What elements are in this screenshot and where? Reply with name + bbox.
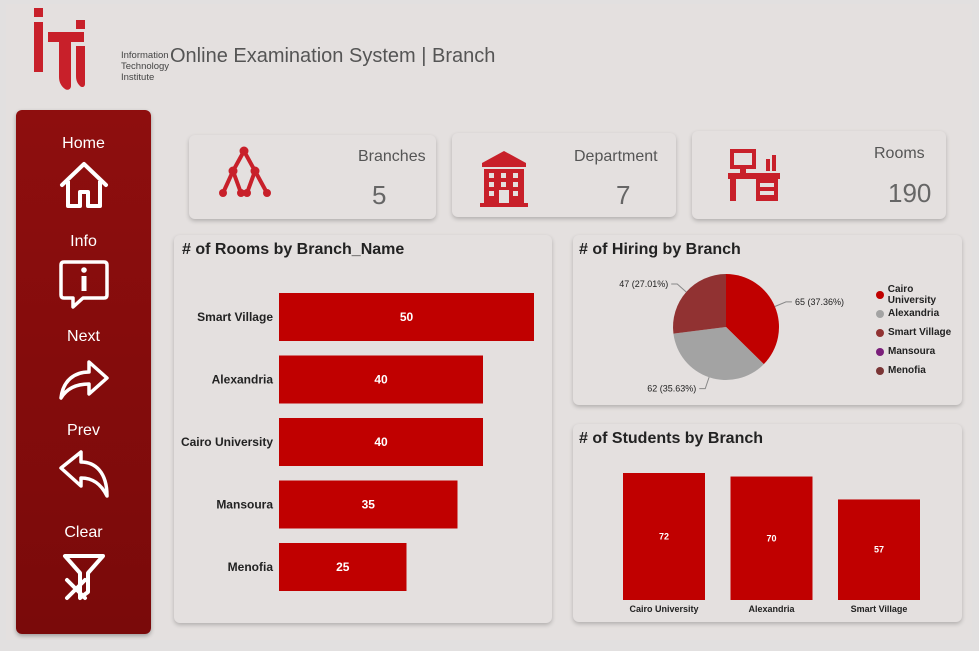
nav-info-label: Info [70, 233, 97, 250]
students-category-label: Cairo University [629, 604, 698, 614]
nav-home-button[interactable]: Home [16, 135, 151, 213]
hiring-pie-slice[interactable] [673, 327, 764, 380]
students-bar[interactable] [623, 473, 705, 600]
hiring-legend: Cairo University Alexandria Smart Villag… [876, 283, 962, 380]
legend-dot [876, 366, 884, 375]
students-chart-title: # of Students by Branch [579, 430, 764, 447]
logo-org-name: Information Technology Institute [121, 50, 169, 83]
logo-line-3: Institute [121, 72, 155, 83]
nav-prev-button[interactable]: Prev [16, 422, 151, 500]
nav-clear-button[interactable]: Clear [16, 524, 151, 602]
hiring-leader-line [671, 283, 687, 293]
nav-clear-label: Clear [64, 524, 103, 541]
students-by-branch-panel: # of Students by Branch 72 Cairo Universi… [573, 424, 962, 622]
desk-icon [728, 149, 780, 201]
hiring-leader-line [774, 301, 792, 307]
iti-logo-mark [34, 8, 85, 90]
rooms-bar[interactable] [279, 543, 407, 591]
nav-info-button[interactable]: Info [16, 233, 151, 311]
rooms-category-label: Menofia [228, 560, 274, 574]
legend-label: Alexandria [888, 308, 940, 319]
rooms-category-label: Mansoura [216, 498, 273, 512]
rooms-value-label: 35 [362, 498, 376, 512]
legend-label: Mansoura [888, 346, 936, 357]
hiring-slice-label: 65 (37.36%) [795, 297, 844, 307]
kpi-department-label: Department [574, 148, 658, 165]
nav-next-button[interactable]: Next [16, 328, 151, 406]
hiring-pie-chart: 65 (37.36%) 62 (35.63%) 47 (27.01%) [619, 274, 844, 394]
students-category-label: Smart Village [851, 604, 908, 614]
rooms-chart-title: # of Rooms by Branch_Name [182, 241, 405, 258]
nav-home-label: Home [62, 135, 105, 152]
students-bar[interactable] [730, 476, 813, 600]
kpi-card-branches[interactable]: Branches 5 [189, 135, 436, 219]
prev-arrow-icon [58, 450, 109, 498]
students-value-label: 70 [766, 533, 776, 543]
legend-dot [876, 347, 884, 356]
students-category-label: Alexandria [748, 604, 795, 614]
hiring-leader-line [699, 377, 710, 390]
legend-label: Smart Village [888, 327, 952, 338]
legend-label: Menofia [888, 365, 926, 376]
kpi-branches-label: Branches [358, 148, 426, 165]
rooms-by-branch-panel: # of Rooms by Branch_Name Smart Village 5… [174, 235, 552, 623]
legend-label: Cairo University [887, 283, 937, 306]
legend-dot [876, 290, 884, 299]
kpi-rooms-label: Rooms [874, 145, 925, 162]
clear-filter-icon [62, 554, 105, 600]
rooms-value-label: 50 [400, 310, 414, 324]
legend-item[interactable]: Cairo University [876, 283, 962, 306]
hiring-by-branch-panel: # of Hiring by Branch 65 (37.36%) 62 (35.… [573, 235, 962, 405]
rooms-category-label: Cairo University [181, 435, 273, 449]
kpi-card-rooms[interactable]: Rooms 190 [692, 131, 946, 219]
rooms-bar[interactable] [279, 480, 458, 529]
rooms-value-label: 40 [374, 435, 388, 449]
hiring-slice-label: 47 (27.01%) [619, 279, 668, 289]
rooms-category-label: Smart Village [197, 310, 273, 324]
hiring-pie-slice[interactable] [726, 274, 779, 365]
logo-line-1: Information [121, 50, 169, 61]
kpi-branches-value: 5 [372, 180, 387, 210]
students-bar-chart: 72 Cairo University 70 Alexandria 57 Smart Vi… [623, 473, 920, 614]
rooms-bar[interactable] [279, 355, 483, 404]
rooms-bar[interactable] [279, 293, 534, 341]
hiring-chart-title: # of Hiring by Branch [579, 241, 741, 258]
hiring-pie-slice[interactable] [673, 274, 726, 334]
info-icon [58, 260, 109, 309]
page-title: Online Examination System | Branch [170, 45, 496, 67]
students-bar[interactable] [838, 499, 920, 600]
next-arrow-icon [58, 360, 109, 400]
students-value-label: 72 [659, 532, 669, 542]
sidebar-nav: Home Info Next Prev Clear [16, 110, 151, 634]
rooms-bar-chart: Smart Village 50 Alexandria 40 Cairo Univers… [181, 293, 534, 591]
hierarchy-icon [219, 146, 271, 197]
kpi-card-department[interactable]: Department 7 [452, 133, 676, 217]
iti-logo: Information Technology Institute [30, 6, 169, 92]
legend-item[interactable]: Menofia [876, 361, 962, 380]
legend-item[interactable]: Alexandria [876, 304, 962, 323]
hiring-slice-label: 62 (35.63%) [647, 384, 696, 394]
home-icon [59, 162, 108, 208]
rooms-category-label: Alexandria [212, 373, 274, 387]
legend-item[interactable]: Smart Village [876, 323, 962, 342]
rooms-bar[interactable] [279, 418, 483, 466]
rooms-value-label: 25 [336, 560, 350, 574]
nav-next-label: Next [67, 328, 100, 345]
rooms-value-label: 40 [374, 373, 388, 387]
logo-line-2: Technology [121, 61, 170, 72]
kpi-rooms-value: 190 [888, 178, 932, 208]
students-value-label: 57 [874, 545, 884, 555]
building-icon [480, 151, 528, 207]
legend-dot [876, 309, 884, 318]
legend-dot [876, 328, 884, 337]
legend-item[interactable]: Mansoura [876, 342, 962, 361]
nav-prev-label: Prev [67, 422, 100, 439]
kpi-department-value: 7 [616, 180, 631, 210]
